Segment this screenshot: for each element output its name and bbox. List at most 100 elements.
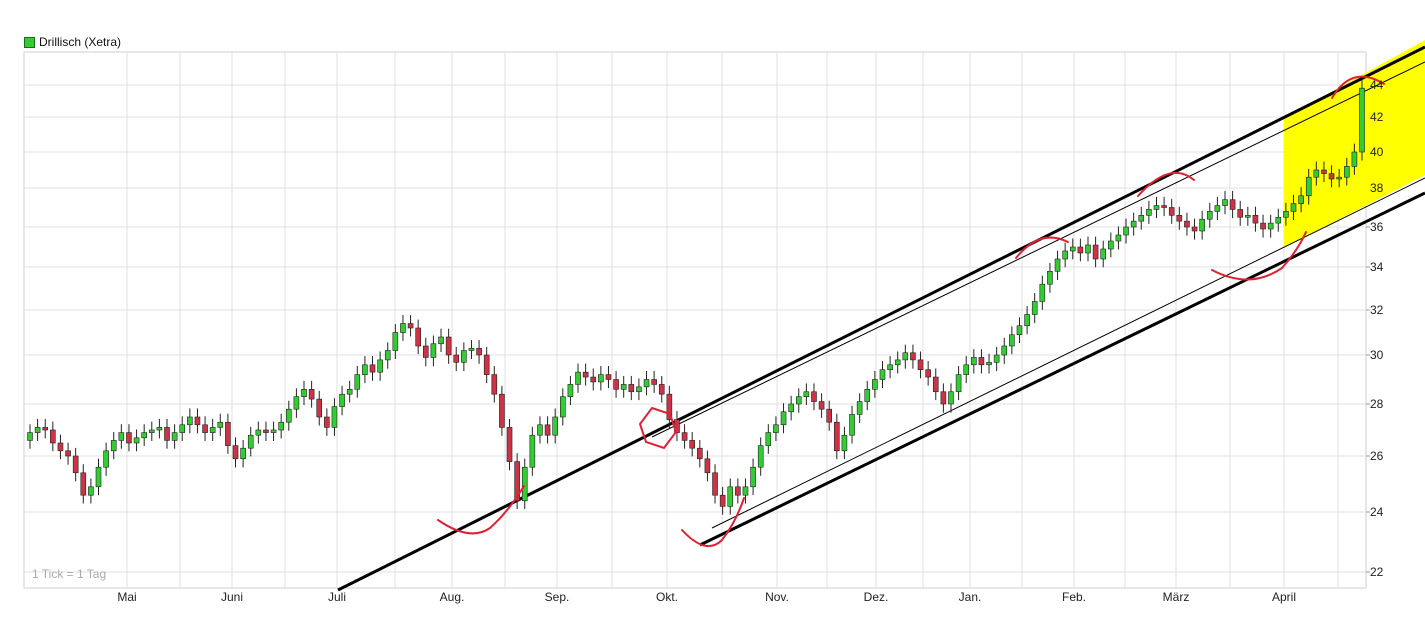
candle-down <box>544 416 551 444</box>
candle-body <box>1176 215 1183 222</box>
candle-body <box>148 429 155 433</box>
candle-body <box>308 388 315 400</box>
candles <box>27 79 1365 515</box>
candle-down <box>324 408 330 436</box>
candle-up <box>894 351 901 374</box>
candle-body <box>826 408 833 423</box>
candle-up <box>529 426 536 476</box>
candle-down <box>1168 198 1175 224</box>
candle-down <box>126 424 132 452</box>
x-tick-label: Juli <box>328 590 346 604</box>
candle-up <box>1153 196 1160 219</box>
candle-body <box>232 445 239 460</box>
candle-body <box>993 354 1000 363</box>
y-tick-label: 40 <box>1370 145 1384 159</box>
candle-up <box>247 426 254 457</box>
candle-down <box>506 418 513 471</box>
candle-up <box>1359 79 1365 161</box>
candle-body <box>559 396 566 418</box>
candle-body <box>620 384 627 390</box>
candle-up <box>430 335 437 367</box>
candle-up <box>803 383 810 406</box>
candle-body <box>1328 173 1335 180</box>
candle-body <box>1069 246 1076 252</box>
candle-down <box>491 366 498 403</box>
candle-body <box>354 374 361 390</box>
candle-down <box>415 319 421 355</box>
legend[interactable]: Drillisch (Xetra) <box>24 35 121 49</box>
candle-down <box>422 337 429 367</box>
candle-body <box>1199 218 1205 232</box>
candle-body <box>1191 226 1198 232</box>
candle-down <box>818 393 825 418</box>
candle-up <box>872 370 878 398</box>
candle-up <box>1001 337 1008 364</box>
candle-up <box>552 408 558 444</box>
candle-up <box>856 393 863 424</box>
candle-body <box>704 458 711 474</box>
candle-up <box>301 380 307 406</box>
y-tick-label: 24 <box>1370 505 1384 519</box>
candle-down <box>1191 218 1198 240</box>
candle-down <box>658 375 665 403</box>
trend-channel <box>337 40 1425 592</box>
candle-up <box>95 458 102 496</box>
candle-body <box>1016 325 1023 336</box>
candle-up <box>34 418 41 441</box>
candle-body <box>1336 176 1342 180</box>
candle-body <box>757 445 764 468</box>
candle-body <box>1260 222 1266 230</box>
swoosh-aug <box>437 485 525 535</box>
candle-up <box>795 388 802 413</box>
candle-up <box>293 388 300 418</box>
candle-down <box>57 434 64 460</box>
candle-body <box>1343 166 1350 178</box>
candle-down <box>917 351 924 379</box>
candle-body <box>392 332 399 351</box>
candle-body <box>499 393 505 428</box>
x-tick-label: Sep. <box>545 590 570 604</box>
candle-up <box>1343 157 1350 186</box>
candle-body <box>491 374 498 395</box>
candle-up <box>148 421 155 441</box>
candle-body <box>567 384 574 397</box>
candle-down <box>1260 214 1266 238</box>
candle-down <box>628 375 635 401</box>
candle-body <box>1305 176 1312 197</box>
candle-body <box>1062 250 1068 260</box>
candle-body <box>1138 215 1145 222</box>
candle-up <box>339 385 345 416</box>
candle-down <box>674 411 680 441</box>
candle-down <box>811 383 817 411</box>
candle-down <box>1176 206 1183 230</box>
candle-body <box>126 432 132 444</box>
candle-up <box>955 366 962 401</box>
candle-down <box>689 432 695 457</box>
candle-body <box>407 323 414 329</box>
candle-down <box>666 385 673 429</box>
candle-up <box>400 315 406 341</box>
candle-up <box>141 424 147 447</box>
candle-up <box>742 478 749 504</box>
candle-body <box>324 416 330 428</box>
candle-down <box>826 400 833 431</box>
candle-body <box>1161 205 1167 208</box>
candle-body <box>1359 87 1365 153</box>
candle-down <box>72 447 79 482</box>
candle-up <box>88 478 94 504</box>
candle-body <box>1298 195 1304 204</box>
candle-body <box>72 455 79 474</box>
candle-up <box>103 442 109 476</box>
candle-up <box>1351 143 1358 175</box>
candle-down <box>407 315 414 337</box>
candle-up <box>887 356 893 379</box>
candle-body <box>666 393 673 420</box>
candle-up <box>187 408 193 434</box>
hexagon-mark <box>638 406 678 450</box>
candle-body <box>1092 244 1099 260</box>
candle-body <box>316 398 323 418</box>
candle-body <box>1184 220 1190 228</box>
candle-body <box>1054 258 1061 272</box>
candle-body <box>171 432 178 441</box>
